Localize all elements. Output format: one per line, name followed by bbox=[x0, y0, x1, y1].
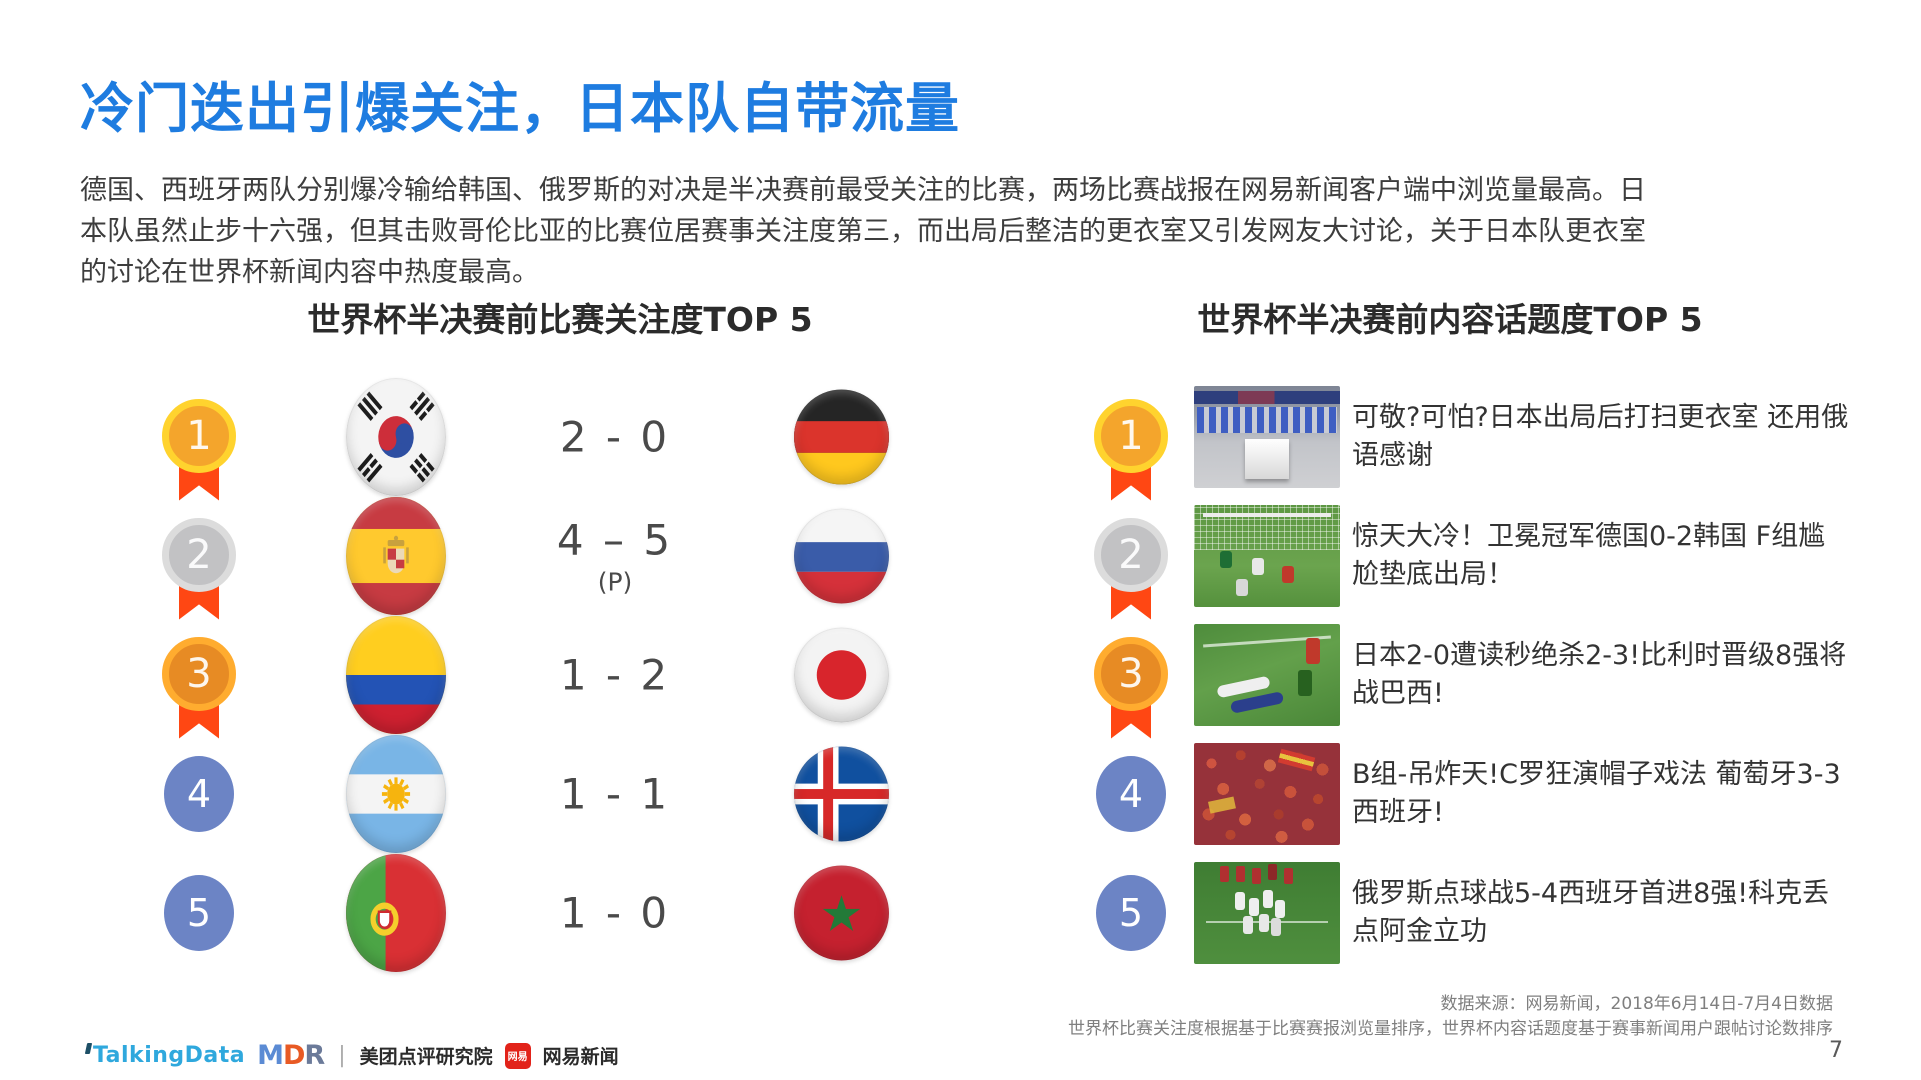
news-thumbnail-germany-korea-goal bbox=[1194, 504, 1340, 607]
intro-line: 的讨论在世界杯新闻内容中热度最高。 bbox=[80, 257, 539, 288]
data-source-note: 数据来源：网易新闻，2018年6月14日-7月4日数据 世界杯比赛关注度根据基于… bbox=[1068, 992, 1833, 1042]
news-thumbnail-japan-belgium bbox=[1194, 623, 1340, 726]
rank-circle-badge: 5 bbox=[1096, 874, 1166, 951]
news-thumbnail-penalty-celebration bbox=[1194, 861, 1340, 964]
talkingdata-tick-icon bbox=[84, 1043, 93, 1054]
match-row: 3 1 - 2 bbox=[0, 615, 1921, 739]
footer-logos: TalkingData MDR | 美团点评研究院 网易 网易新闻 bbox=[84, 1040, 619, 1071]
flag-morocco-icon bbox=[794, 865, 889, 960]
news-row: 4 B组-吊炸天!C罗狂演帽子戏法 葡萄牙3-3西班牙! bbox=[0, 734, 1921, 853]
news-row: 5 俄罗斯点球战5-4西班牙首进8强!科克丢点阿金立功 bbox=[0, 853, 1921, 972]
rank-badge: 5 bbox=[1094, 853, 1172, 972]
gold-medal-icon: 1 bbox=[162, 398, 236, 507]
rank-circle-badge: 4 bbox=[164, 755, 234, 832]
rank-circle-badge: 4 bbox=[1096, 755, 1166, 832]
flag-south-korea-icon bbox=[346, 377, 446, 496]
mdr-logo-icon: MDR bbox=[257, 1040, 325, 1071]
match-row: 1 2 - 0 bbox=[0, 377, 1921, 501]
left-section-title: 世界杯半决赛前比赛关注度TOP 5 bbox=[307, 300, 813, 339]
flag-japan-icon bbox=[794, 627, 889, 722]
data-source-line1: 数据来源：网易新闻，2018年6月14日-7月4日数据 bbox=[1440, 994, 1833, 1014]
rank-number: 2 bbox=[186, 531, 212, 578]
rank-badge: 3 bbox=[162, 615, 240, 739]
match-score: 1 - 1 bbox=[559, 769, 671, 818]
flag-russia-icon bbox=[794, 508, 889, 603]
rank-circle-badge: 5 bbox=[164, 874, 234, 951]
page-title: 冷门迭出引爆关注，日本队自带流量 bbox=[80, 77, 960, 140]
news-headline: 可敬?可怕?日本出局后打扫更衣室 还用俄语感谢 bbox=[1352, 401, 1849, 471]
rank-number: 1 bbox=[1118, 412, 1144, 459]
match-row: 5 1 - 0 bbox=[0, 853, 1921, 972]
score-block: 2 - 0 bbox=[520, 412, 710, 461]
medal-disc: 2 bbox=[162, 517, 236, 592]
medal-disc: 1 bbox=[162, 398, 236, 473]
score-block: 1 - 0 bbox=[520, 888, 710, 937]
news-row: 2 惊天大冷！卫冕冠军德国0-2韩国 F组尴尬垫底出局！ bbox=[0, 496, 1921, 620]
news-headline: 俄罗斯点球战5-4西班牙首进8强!科克丢点阿金立功 bbox=[1352, 877, 1830, 947]
data-source-line2: 世界杯比赛关注度根据基于比赛赛报浏览量排序，世界杯内容话题度基于赛事新闻用户跟帖… bbox=[1068, 1019, 1833, 1039]
medal-disc: 3 bbox=[1094, 636, 1168, 711]
silver-medal-icon: 2 bbox=[1094, 517, 1168, 626]
rank-number: 4 bbox=[1118, 771, 1144, 816]
rank-badge: 4 bbox=[162, 734, 240, 853]
rank-number: 3 bbox=[186, 650, 212, 697]
medal-disc: 1 bbox=[1094, 398, 1168, 473]
medal-disc: 3 bbox=[162, 636, 236, 711]
match-score: 4 – 5 bbox=[556, 515, 674, 564]
flag-germany-icon bbox=[794, 389, 889, 484]
rank-number: 2 bbox=[1118, 531, 1144, 578]
news-headline: 惊天大冷！卫冕冠军德国0-2韩国 F组尴尬垫底出局！ bbox=[1352, 520, 1826, 590]
rank-badge: 4 bbox=[1094, 734, 1172, 853]
talkingdata-wordmark: TalkingData bbox=[93, 1043, 246, 1068]
gold-medal-icon: 1 bbox=[1094, 398, 1168, 507]
news-thumbnail-locker-room bbox=[1194, 385, 1340, 488]
rank-badge: 1 bbox=[1094, 377, 1172, 501]
news-thumbnail-red-crowd bbox=[1194, 742, 1340, 845]
match-row: 4 1 - 1 bbox=[0, 734, 1921, 853]
rank-badge: 2 bbox=[162, 496, 240, 620]
match-score: 1 - 2 bbox=[559, 650, 671, 699]
score-block: 1 - 2 bbox=[520, 650, 710, 699]
score-block: 4 – 5 (P) bbox=[520, 515, 710, 596]
news-headline: B组-吊炸天!C罗狂演帽子戏法 葡萄牙3-3西班牙! bbox=[1352, 758, 1841, 828]
bronze-medal-icon: 3 bbox=[162, 636, 236, 745]
rank-badge: 3 bbox=[1094, 615, 1172, 739]
score-block: 1 - 1 bbox=[520, 769, 710, 818]
medal-disc: 2 bbox=[1094, 517, 1168, 592]
match-row: 2 4 – 5 (P) bbox=[0, 496, 1921, 620]
news-headline: 日本2-0遭读秒绝杀2-3!比利时晋级8强将战巴西! bbox=[1352, 639, 1847, 709]
silver-medal-icon: 2 bbox=[162, 517, 236, 626]
match-score: 1 - 0 bbox=[559, 888, 671, 937]
page-number: 7 bbox=[1829, 1038, 1843, 1063]
rank-badge: 2 bbox=[1094, 496, 1172, 620]
logo-divider: | bbox=[338, 1043, 346, 1068]
news-row: 1 可敬?可怕?日本出局后打扫更衣室 还用俄语感谢 bbox=[0, 377, 1921, 501]
rank-number: 1 bbox=[186, 412, 212, 459]
flag-argentina-icon bbox=[346, 734, 446, 853]
intro-line: 本队虽然止步十六强，但其击败哥伦比亚的比赛位居赛事关注度第三，而出局后整洁的更衣… bbox=[80, 216, 1646, 247]
rank-number: 5 bbox=[1118, 890, 1144, 935]
meituan-dianping-institute-label: 美团点评研究院 bbox=[359, 1046, 493, 1068]
bronze-medal-icon: 3 bbox=[1094, 636, 1168, 745]
intro-line: 德国、西班牙两队分别爆冷输给韩国、俄罗斯的对决是半决赛前最受关注的比赛，两场比赛… bbox=[80, 175, 1646, 206]
right-section-title: 世界杯半决赛前内容话题度TOP 5 bbox=[1197, 300, 1703, 339]
rank-number: 3 bbox=[1118, 650, 1144, 697]
penalty-shootout-note: (P) bbox=[597, 567, 633, 596]
flag-iceland-icon bbox=[794, 746, 889, 841]
netease-news-label: 网易新闻 bbox=[542, 1046, 619, 1068]
netease-badge-icon: 网易 bbox=[504, 1042, 531, 1069]
talkingdata-logo: TalkingData bbox=[84, 1043, 246, 1068]
rank-badge: 5 bbox=[162, 853, 240, 972]
news-row: 3 日本2-0遭读秒绝杀2-3!比利时晋级8强将战巴西! bbox=[0, 615, 1921, 739]
rank-number: 5 bbox=[186, 890, 212, 935]
intro-paragraph: 德国、西班牙两队分别爆冷输给韩国、俄罗斯的对决是半决赛前最受关注的比赛，两场比赛… bbox=[80, 170, 1646, 293]
match-score: 2 - 0 bbox=[559, 412, 671, 461]
rank-number: 4 bbox=[186, 771, 212, 816]
rank-badge: 1 bbox=[162, 377, 240, 501]
